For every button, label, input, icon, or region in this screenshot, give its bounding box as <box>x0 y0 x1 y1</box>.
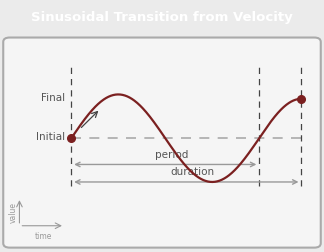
Text: duration: duration <box>171 167 215 177</box>
Text: value: value <box>9 201 18 222</box>
Text: time: time <box>35 231 52 240</box>
Text: Final: Final <box>41 92 65 102</box>
Text: period: period <box>155 149 189 159</box>
FancyBboxPatch shape <box>3 38 321 248</box>
Text: Initial: Initial <box>36 132 65 141</box>
Text: Sinusoidal Transition from Velocity: Sinusoidal Transition from Velocity <box>31 11 293 23</box>
